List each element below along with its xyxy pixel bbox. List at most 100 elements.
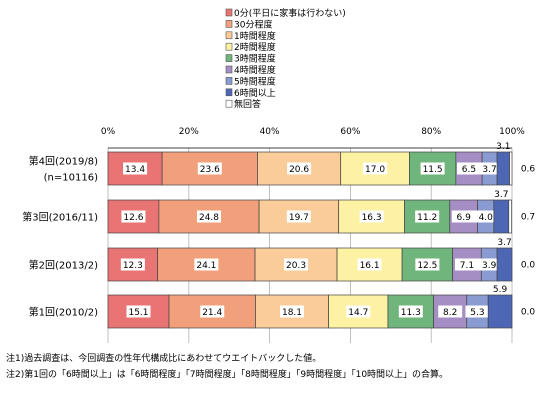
legend-label-0: 0分(平日に家事は行わない)	[234, 7, 346, 19]
data-label-r3-s6: 5.3	[470, 308, 484, 318]
data-label-bg-r0-s3	[363, 162, 388, 175]
legend-label-8: 無回答	[234, 98, 261, 110]
data-label-bg-r1-s6	[473, 210, 498, 223]
data-label-r3-s4: 11.3	[401, 308, 421, 318]
data-label-r1-s7: 3.7	[494, 190, 508, 200]
stacked-bar-chart: 0分(平日に家事は行わない)30分程度1時間程度2時間程度3時間程度4時間程度5…	[22, 7, 536, 343]
data-label-bg-r0-s2	[287, 162, 312, 175]
bar-segment-r2-s2	[254, 247, 338, 282]
data-label-r2-s4: 12.5	[417, 261, 437, 271]
data-label-r1-s0: 12.6	[123, 213, 143, 223]
x-tick-label-20: 20%	[179, 127, 199, 137]
category-label-0-line-1: (n=10116)	[44, 173, 98, 184]
category-label-1-line-0: 第3回(2016/11)	[22, 211, 98, 224]
legend-swatch-3	[225, 42, 233, 51]
data-label-r3-s5: 8.2	[443, 308, 457, 318]
data-label-bg-r3-s6	[465, 305, 490, 318]
data-label-r2-s5: 7.1	[460, 261, 474, 271]
bar-segment-r2-s7	[496, 247, 513, 282]
data-label-r0-s2: 20.6	[289, 165, 309, 175]
bar-row-2: 12.3 24.1 20.3 16.1 12.5 7.1 3.9 3.7 0.0	[107, 238, 536, 282]
legend-label-5: 4時間程度	[234, 64, 276, 76]
legend-swatch-7	[225, 88, 233, 97]
data-label-r1-s1: 24.8	[199, 213, 219, 223]
data-label-bg-r3-s4	[398, 305, 423, 318]
legend-swatch-0	[225, 8, 233, 17]
data-label-bg-r0-s0	[123, 162, 148, 175]
data-label-r1-s8: 0.7	[521, 213, 535, 223]
data-label-bg-r2-s3	[357, 258, 382, 271]
bar-segment-r1-s8	[508, 199, 512, 234]
data-label-r0-s3: 17.0	[365, 165, 385, 175]
data-label-r0-s4: 11.5	[423, 165, 443, 175]
data-label-bg-r2-s4	[415, 258, 440, 271]
data-label-r1-s2: 19.7	[289, 213, 309, 223]
data-label-bg-r2-s2	[284, 258, 309, 271]
data-label-r3-s8: 0.0	[521, 308, 536, 318]
data-label-bg-r2-s5	[454, 258, 479, 271]
data-label-bg-r3-s5	[438, 305, 463, 318]
bar-segment-r0-s7	[496, 151, 510, 186]
legend-swatch-1	[225, 20, 233, 28]
x-tick-label-100: 100%	[499, 127, 525, 137]
data-label-bg-r3-s0	[126, 305, 151, 318]
data-label-r3-s2: 18.1	[282, 308, 302, 318]
data-label-bg-r1-s0	[121, 210, 146, 223]
legend-label-3: 2時間程度	[234, 41, 276, 53]
data-label-bg-r0-s1	[197, 162, 222, 175]
data-label-r0-s6: 3.7	[482, 165, 496, 175]
data-label-r1-s5: 6.9	[457, 213, 472, 223]
legend-swatch-4	[225, 54, 233, 62]
x-tick-label-80: 80%	[421, 127, 441, 137]
data-label-r3-s7: 5.9	[493, 285, 508, 295]
legend-swatch-5	[225, 65, 233, 74]
bar-row-0: 13.4 23.6 20.6 17.0 11.5 6.5 3.7 3.1 0.6	[107, 142, 536, 186]
data-label-r0-s0: 13.4	[125, 165, 145, 175]
footnote-1: 注1)過去調査は、今回調査の性年代構成比にあわせてウエイトバックした値。	[6, 354, 322, 364]
data-label-r2-s7: 3.7	[497, 238, 511, 248]
data-label-bg-r0-s6	[477, 162, 502, 175]
data-label-bg-r1-s5	[451, 210, 476, 223]
x-tick-label-0: 0%	[101, 127, 116, 137]
data-label-r1-s3: 16.3	[362, 213, 382, 223]
x-tick-label-60: 60%	[340, 127, 360, 137]
legend-label-2: 1時間程度	[234, 30, 276, 42]
x-tick-label-40: 40%	[260, 127, 280, 137]
data-label-bg-r2-s0	[120, 258, 145, 271]
category-label-2-line-0: 第2回(2013/2)	[29, 259, 98, 272]
data-label-bg-r3-s2	[280, 305, 305, 318]
data-label-r1-s6: 4.0	[479, 213, 494, 223]
legend-label-6: 5時間程度	[234, 75, 276, 87]
data-label-r0-s5: 6.5	[462, 165, 476, 175]
bar-row-3: 15.1 21.4 18.1 14.7 11.3 8.2 5.3 5.9 0.0	[107, 285, 536, 329]
bar-segment-r0-s8	[509, 151, 513, 186]
data-label-r1-s4: 11.2	[417, 213, 437, 223]
data-label-r2-s8: 0.0	[521, 261, 536, 271]
footnotes: 注1)過去調査は、今回調査の性年代構成比にあわせてウエイトバックした値。 注2)…	[6, 351, 448, 383]
data-label-bg-r1-s2	[286, 210, 311, 223]
footnote-2: 注2)第1回の「6時間以上」は「6時間程度」「7時間程度」「8時間程度」「9時間…	[6, 370, 449, 380]
data-label-bg-r1-s3	[359, 210, 384, 223]
legend-label-4: 3時間程度	[234, 53, 276, 65]
bar-segment-r1-s7	[493, 199, 510, 234]
data-label-r3-s0: 15.1	[128, 308, 148, 318]
data-label-r3-s3: 14.7	[348, 308, 368, 318]
legend-swatch-2	[225, 31, 233, 40]
legend-label-7: 6時間以上	[234, 88, 276, 99]
legend-label-1: 30分程度	[234, 18, 272, 30]
data-label-r2-s2: 20.3	[286, 261, 306, 271]
data-label-r0-s8: 0.6	[521, 165, 536, 175]
data-label-r0-s1: 23.6	[200, 165, 220, 175]
bar-segment-r2-s3	[336, 247, 403, 282]
data-label-bg-r2-s6	[477, 258, 502, 271]
data-label-r2-s3: 16.1	[360, 261, 380, 271]
data-label-bg-r3-s1	[200, 305, 225, 318]
legend-swatch-6	[225, 77, 233, 85]
data-label-r2-s6: 3.9	[482, 261, 497, 271]
bar-row-1: 12.6 24.8 19.7 16.3 11.2 6.9 4.0 3.7 0.7	[107, 190, 535, 234]
data-label-bg-r0-s4	[420, 162, 445, 175]
data-label-r2-s1: 24.1	[196, 261, 216, 271]
data-label-bg-r3-s3	[346, 305, 371, 318]
data-label-bg-r1-s4	[415, 210, 440, 223]
bar-segment-r3-s7	[487, 294, 513, 329]
